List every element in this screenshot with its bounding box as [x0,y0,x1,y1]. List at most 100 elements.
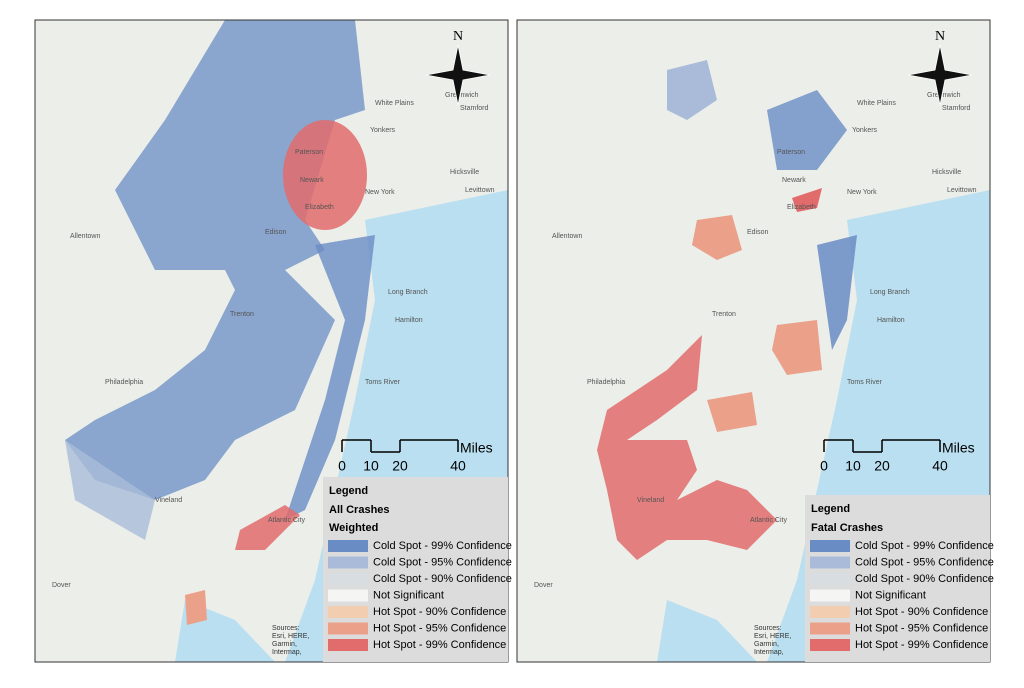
legend-swatch [328,556,368,569]
cold-spot-area [767,90,847,170]
place-label: Long Branch [388,289,428,296]
place-label: New York [365,189,395,196]
scale-label: 40 [932,458,948,474]
sources: Sources: [272,625,300,632]
scale-unit: Miles [460,440,493,456]
legend-label: Not Significant [373,589,444,601]
legend-label: Hot Spot - 95% Confidence [373,622,506,634]
legend-label: Cold Spot - 99% Confidence [373,540,512,552]
place-label: Greenwich [445,92,479,99]
cold-spot-area [65,20,365,500]
scale-label: 20 [392,458,408,474]
legend-swatch [328,589,368,602]
legend-label: Hot Spot - 99% Confidence [373,639,506,651]
legend-subtitle: All Crashes [329,504,390,516]
place-label: Toms River [847,379,883,386]
place-label: Long Branch [870,289,910,296]
place-label: Vineland [637,497,664,504]
scale-label: 20 [874,458,890,474]
place-label: Trenton [230,311,254,318]
sources: Sources: [754,625,782,632]
bay [657,600,757,662]
legend-swatch [328,606,368,618]
north-arrow [425,44,491,106]
hot-spot-area [185,590,207,625]
cold-spot-area [667,60,717,120]
north-label: N [453,29,463,44]
place-label: Allentown [70,233,100,240]
map-frame [516,19,991,663]
map-frame [34,19,509,663]
map-panel: Philadelphia New York Allentown Trenton Long… [34,19,512,663]
map-panel: Philadelphia New York Allentown Trenton Long… [516,19,994,663]
legend-swatch [328,639,368,651]
legend-swatch [810,622,850,635]
legend-swatch [810,589,850,602]
place-label: Toms River [365,379,401,386]
sources: Garmin, [272,641,297,648]
place-label: Dover [52,582,71,589]
legend-label: Cold Spot - 95% Confidence [373,556,512,568]
place-label: Elizabeth [787,204,816,211]
legend-label: Cold Spot - 90% Confidence [855,573,994,585]
legend-title: Legend [329,485,368,497]
legend-label: Hot Spot - 99% Confidence [855,639,988,651]
legend-subtitle: Fatal Crashes [811,522,883,534]
legend-swatch [810,639,850,651]
sources: Esri, HERE, [754,633,791,640]
legend-label: Not Significant [855,589,926,601]
legend-swatch [328,622,368,635]
legend-swatch [810,606,850,618]
scale-label: 0 [820,458,828,474]
place-label: Stamford [460,105,489,112]
sources: Esri, HERE, [272,633,309,640]
legend-swatch [328,540,368,552]
legend-label: Cold Spot - 99% Confidence [855,540,994,552]
legend-swatch [328,573,368,585]
place-label: Paterson [777,149,805,156]
legend-label: Hot Spot - 90% Confidence [373,606,506,618]
place-label: Stamford [942,105,971,112]
place-label: Atlantic City [268,517,305,524]
hot-spot-area [792,188,822,212]
legend-label: Hot Spot - 90% Confidence [855,606,988,618]
place-label: Hicksville [932,169,961,176]
scale-label: 10 [363,458,379,474]
place-label: Newark [782,177,806,184]
hot-spot-area [692,215,742,260]
place-label: Edison [747,229,769,236]
north-label: N [935,29,945,44]
scale-label: 0 [338,458,346,474]
scale-label: 10 [845,458,861,474]
sources: Garmin, [754,641,779,648]
scale-unit: Miles [942,440,975,456]
place-label: Levittown [465,187,495,194]
legend-label: Cold Spot - 90% Confidence [373,573,512,585]
place-label: Atlantic City [750,517,787,524]
place-label: Yonkers [852,127,878,134]
legend-title: Legend [811,503,850,515]
place-label: White Plains [857,100,896,107]
place-label: Hamilton [395,317,423,324]
hot-spot-area [772,320,822,375]
place-label: White Plains [375,100,414,107]
place-label: Trenton [712,311,736,318]
legend-swatch [810,556,850,569]
legend-swatch [810,573,850,585]
cold-spot-area [817,235,857,350]
cold-spot-area [65,440,155,540]
place-label: Edison [265,229,287,236]
place-label: Hicksville [450,169,479,176]
place-label: Hamilton [877,317,905,324]
legend-label: Cold Spot - 95% Confidence [855,556,994,568]
place-label: Philadelphia [105,379,143,386]
sources: Intermap, [272,649,302,656]
place-label: Dover [534,582,553,589]
place-label: New York [847,189,877,196]
place-label: Greenwich [927,92,961,99]
place-label: Newark [300,177,324,184]
sources: Intermap, [754,649,784,656]
hot-spot-area [597,335,777,560]
